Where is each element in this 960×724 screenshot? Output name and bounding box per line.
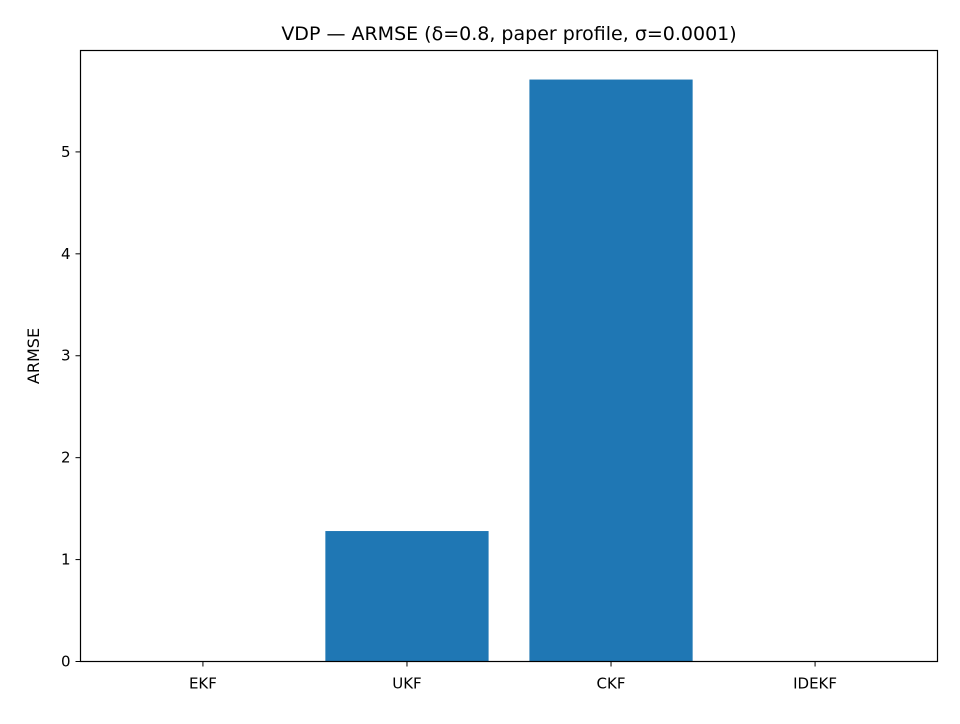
y-tick-label: 0: [61, 653, 71, 671]
y-tick-label: 4: [61, 245, 71, 263]
chart-title: VDP — ARMSE (δ=0.8, paper profile, σ=0.0…: [281, 23, 736, 45]
y-axis-title: ARMSE: [24, 328, 43, 384]
x-axis: EKF UKF CKF IDEKF: [189, 662, 837, 693]
bar-ckf: [529, 80, 692, 662]
bars-layer: [121, 80, 896, 662]
y-tick-label: 1: [61, 551, 71, 569]
y-tick-label: 3: [61, 347, 71, 365]
x-tick-label-ckf: CKF: [597, 675, 626, 693]
y-tick-label: 5: [61, 143, 71, 161]
x-tick-label-idekf: IDEKF: [793, 675, 837, 693]
y-tick-label: 2: [61, 449, 71, 467]
plot-frame: [81, 51, 938, 662]
x-tick-label-ukf: UKF: [392, 675, 421, 693]
x-tick-label-ekf: EKF: [189, 675, 217, 693]
y-axis: 0 1 2 3 4 5: [61, 143, 81, 671]
bar-ukf: [325, 531, 488, 661]
